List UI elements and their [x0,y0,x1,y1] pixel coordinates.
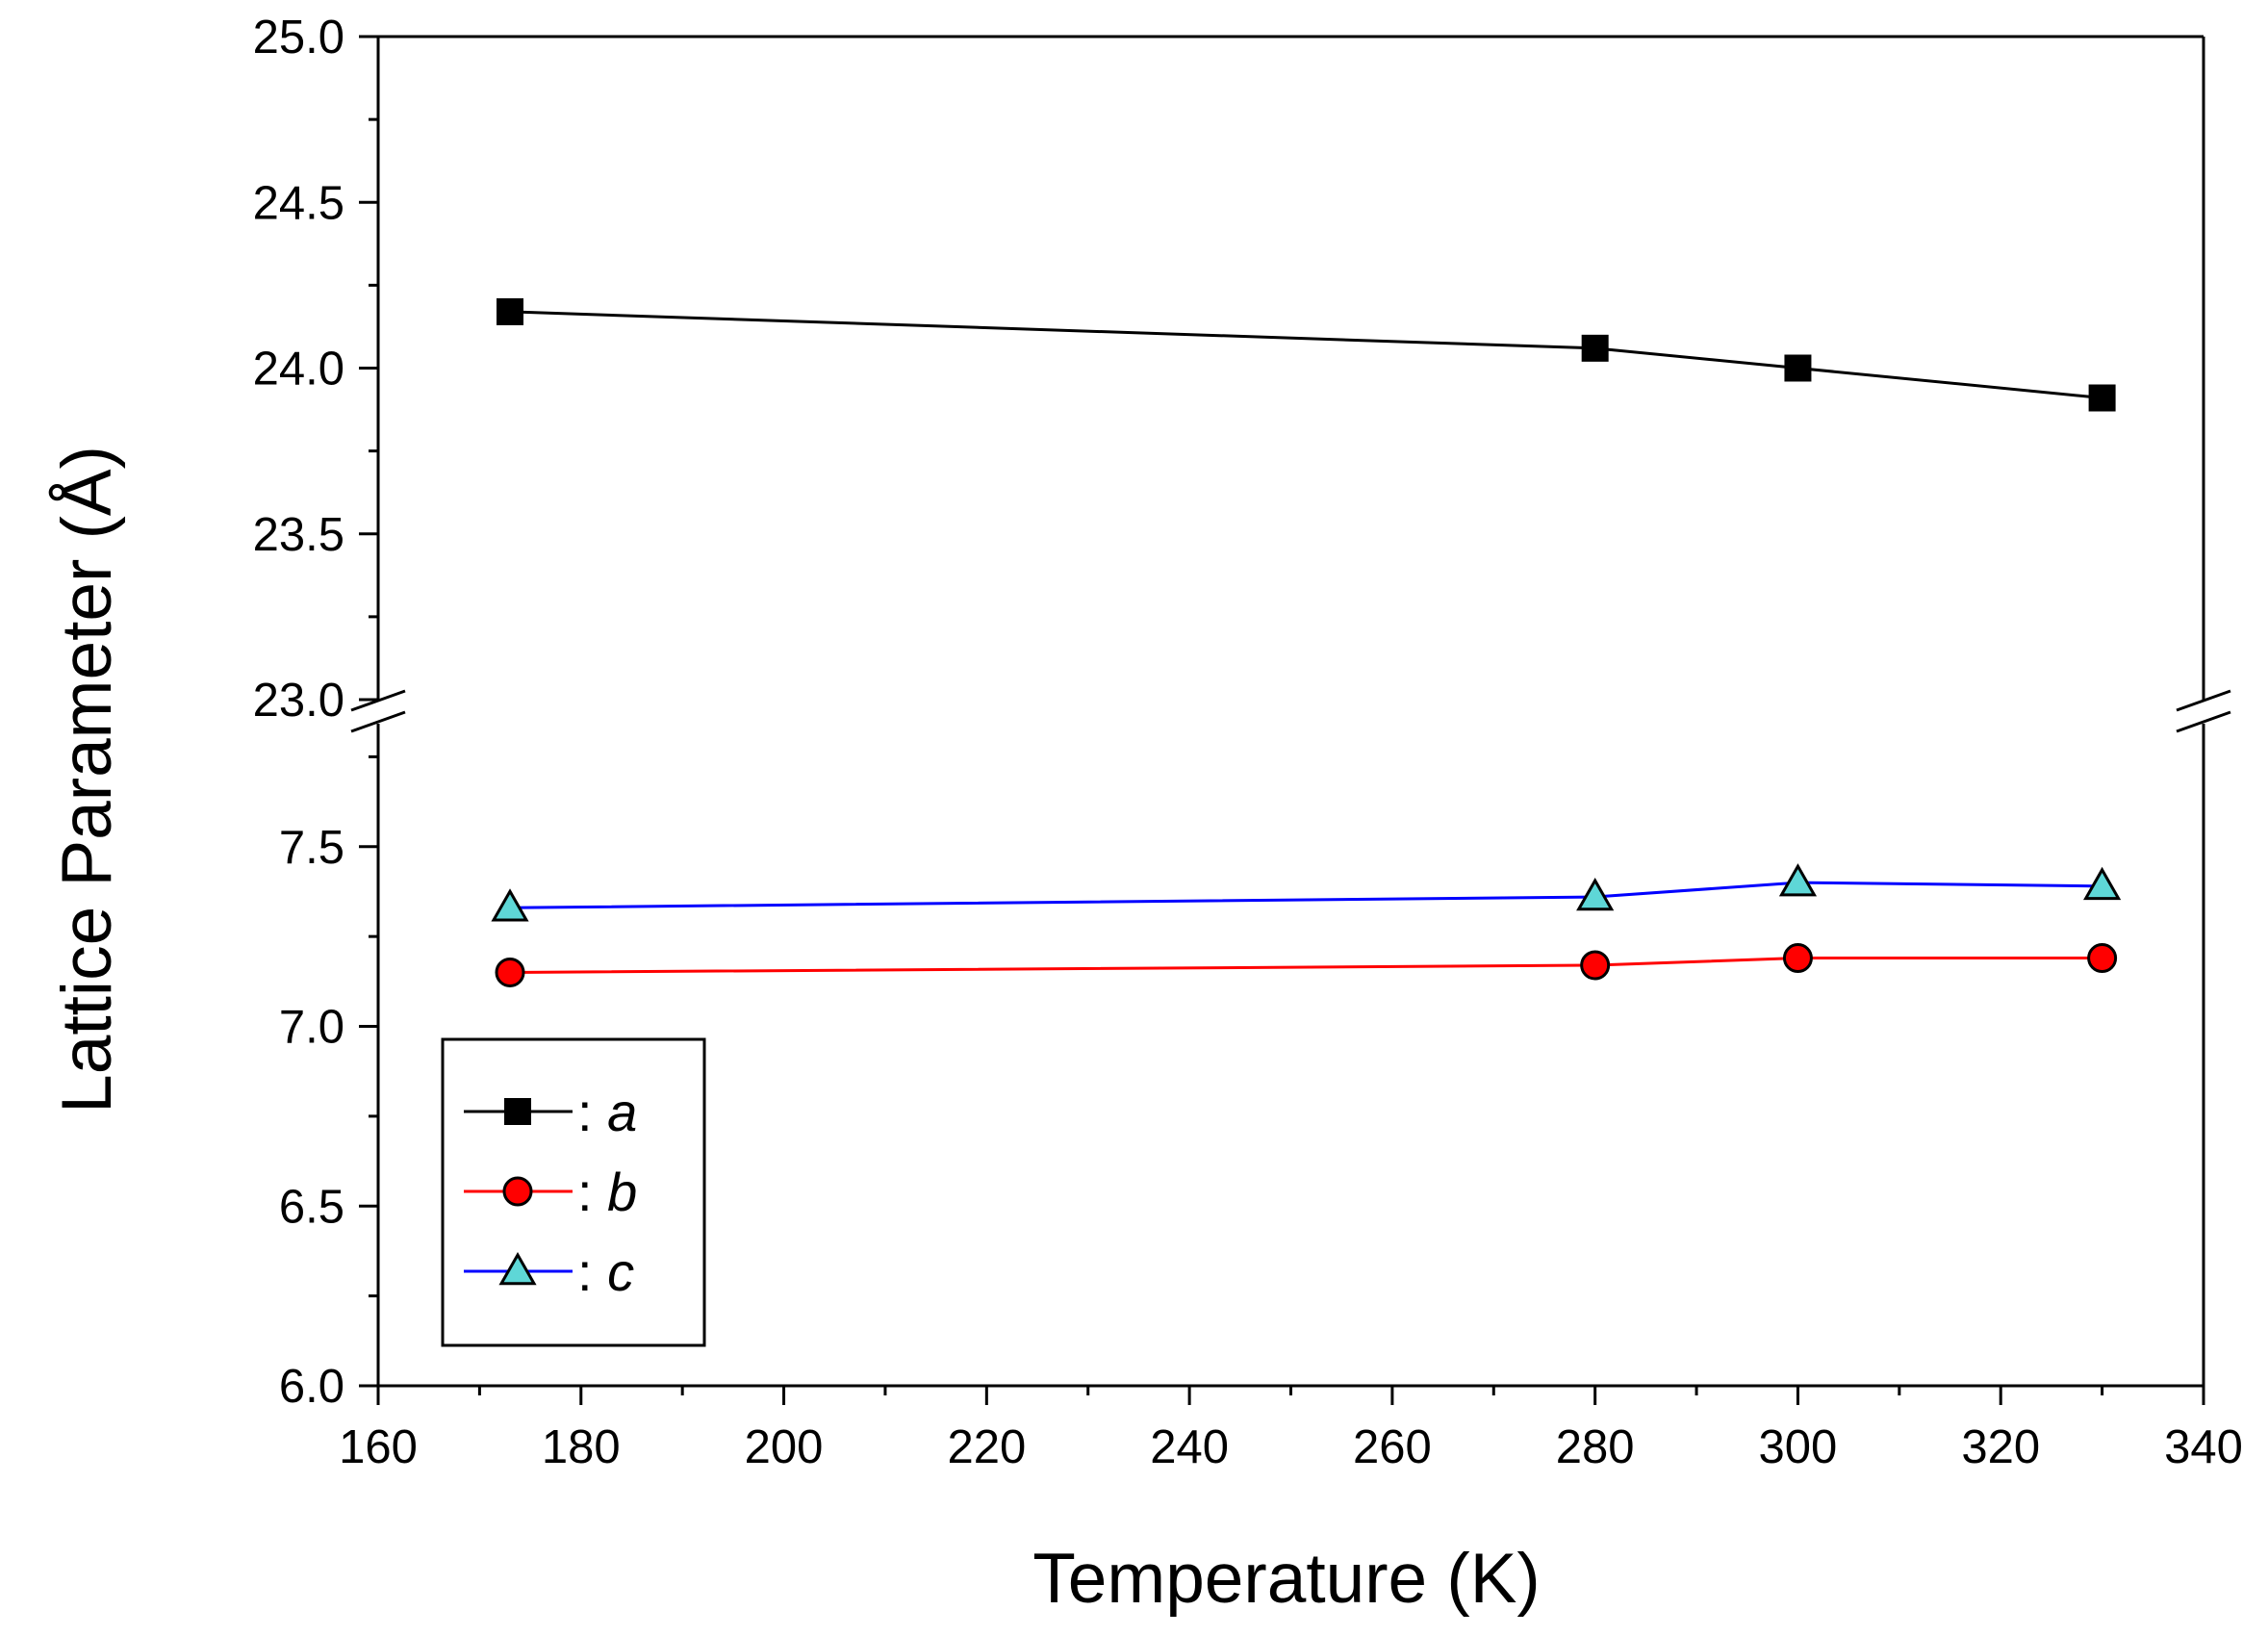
series-a-point [2088,384,2116,412]
y-tick-label: 23.5 [253,509,344,561]
series-b-point [1580,950,1611,981]
x-tick-label: 340 [2164,1421,2243,1473]
y-tick-label: 6.5 [279,1181,344,1233]
x-tick-label: 240 [1150,1421,1229,1473]
x-tick-label: 160 [339,1421,418,1473]
y-tick-label: 24.0 [253,344,344,396]
x-tick-label: 200 [745,1421,824,1473]
y-axis-ticks: 23.0 23.5 24.0 24.5 25.0 6.0 6.5 7.0 7.5 [253,12,378,1413]
y-tick-label: 7.0 [279,1002,344,1054]
y-axis-title: Lattice Parameter (Å) [48,446,126,1113]
legend-marker [504,1098,531,1125]
series-a-line [509,310,2102,399]
series-c [491,863,2122,922]
x-tick-label: 220 [947,1421,1026,1473]
series-c-point [2083,866,2122,901]
series-b-point [2087,943,2118,974]
legend-series-name: a [607,1082,637,1142]
y-tick-label: 24.5 [253,177,344,229]
x-axis-title: Temperature (K) [1032,1540,1540,1618]
right-axis-break-mark [2176,710,2231,733]
legend: : a : b : c [441,1037,706,1347]
y-tick-label: 6.0 [279,1361,344,1413]
legend-label: : c [577,1241,634,1302]
legend-series-name: c [607,1241,634,1302]
legend-marker [502,1176,533,1207]
series-b-point [1782,943,1813,974]
x-tick-label: 280 [1556,1421,1635,1473]
legend-series-name: b [607,1162,637,1222]
series-c-point [1576,878,1615,911]
series-a-point [1581,334,1609,362]
legend-marker [498,1251,537,1286]
series-b-point [495,957,525,987]
right-axis-break-mark [2176,689,2231,712]
x-tick-label: 260 [1353,1421,1432,1473]
x-tick-label: 180 [542,1421,621,1473]
series-c-point [1778,863,1818,897]
series-a [497,297,2116,412]
x-axis-ticks: 160 180 200 220 240 260 280 300 320 340 [339,1386,2243,1473]
legend-label: : a [577,1082,637,1142]
x-tick-label: 320 [1961,1421,2040,1473]
data-series [491,297,2122,987]
legend-entry-b: : b [464,1162,637,1222]
y-tick-label: 25.0 [253,12,344,64]
legend-label: : b [577,1162,637,1222]
series-c-point [491,888,529,922]
series-b-line [509,957,2102,974]
series-c-line [509,881,2102,909]
left-axis-break-mark [350,710,406,733]
legend-entry-c: : c [464,1241,634,1302]
series-a-point [1784,354,1812,382]
series-b [495,943,2118,987]
y-tick-label: 23.0 [253,675,344,727]
x-tick-label: 300 [1759,1421,1838,1473]
y-tick-label: 7.5 [279,822,344,874]
legend-entry-a: : a [464,1082,637,1142]
series-a-point [497,297,524,325]
